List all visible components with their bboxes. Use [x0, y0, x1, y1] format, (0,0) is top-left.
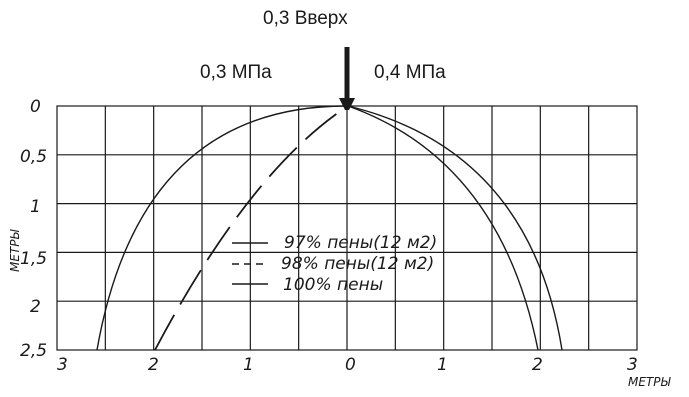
- legend: 97% пены(12 м2) 98% пены(12 м2) 100% пен…: [232, 233, 437, 295]
- direction-label: 0,3 Вверх: [263, 8, 348, 29]
- y-axis-title: МЕТРЫ: [8, 228, 22, 272]
- dashed-envelope-curve: [154, 105, 349, 351]
- right-envelope-outer: [347, 105, 563, 351]
- y-tick-2: 2: [30, 297, 41, 317]
- right-envelope-inner: [347, 105, 539, 351]
- nozzle-head: [339, 98, 355, 110]
- y-tick-0: 0: [30, 97, 41, 117]
- x-tick-left-1: 1: [243, 355, 254, 375]
- spray-curves: [96, 105, 563, 351]
- legend-label-100: 100% пены: [283, 275, 383, 295]
- x-tick-left-3: 3: [57, 355, 68, 375]
- y-tick-2-5: 2,5: [20, 341, 47, 361]
- legend-label-98: 98% пены(12 м2): [281, 254, 434, 274]
- x-tick-right-1: 1: [437, 355, 448, 375]
- x-tick-left-2: 2: [148, 355, 159, 375]
- legend-label-97: 97% пены(12 м2): [284, 233, 437, 253]
- y-tick-1: 1: [30, 197, 41, 217]
- pressure-left-label: 0,3 МПа: [200, 62, 272, 83]
- x-tick-right-3: 3: [627, 355, 638, 375]
- y-tick-1-5: 1,5: [20, 249, 47, 269]
- pressure-right-label: 0,4 МПа: [374, 62, 446, 83]
- y-tick-0-5: 0,5: [20, 147, 47, 167]
- x-axis-title: МЕТРЫ: [628, 375, 672, 389]
- x-tick-right-2: 2: [532, 355, 543, 375]
- x-tick-center-0: 0: [345, 355, 356, 375]
- outer-envelope-curve: [96, 105, 349, 351]
- grid: [56, 105, 638, 351]
